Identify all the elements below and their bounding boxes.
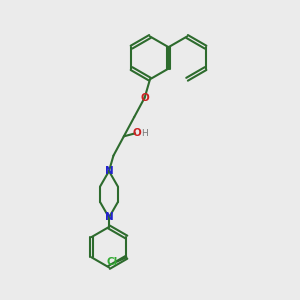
Text: N: N — [105, 212, 113, 223]
Text: H: H — [141, 129, 148, 138]
Text: Cl: Cl — [107, 257, 118, 267]
Text: O: O — [140, 93, 149, 103]
Text: N: N — [105, 166, 113, 176]
Text: O: O — [132, 128, 141, 138]
